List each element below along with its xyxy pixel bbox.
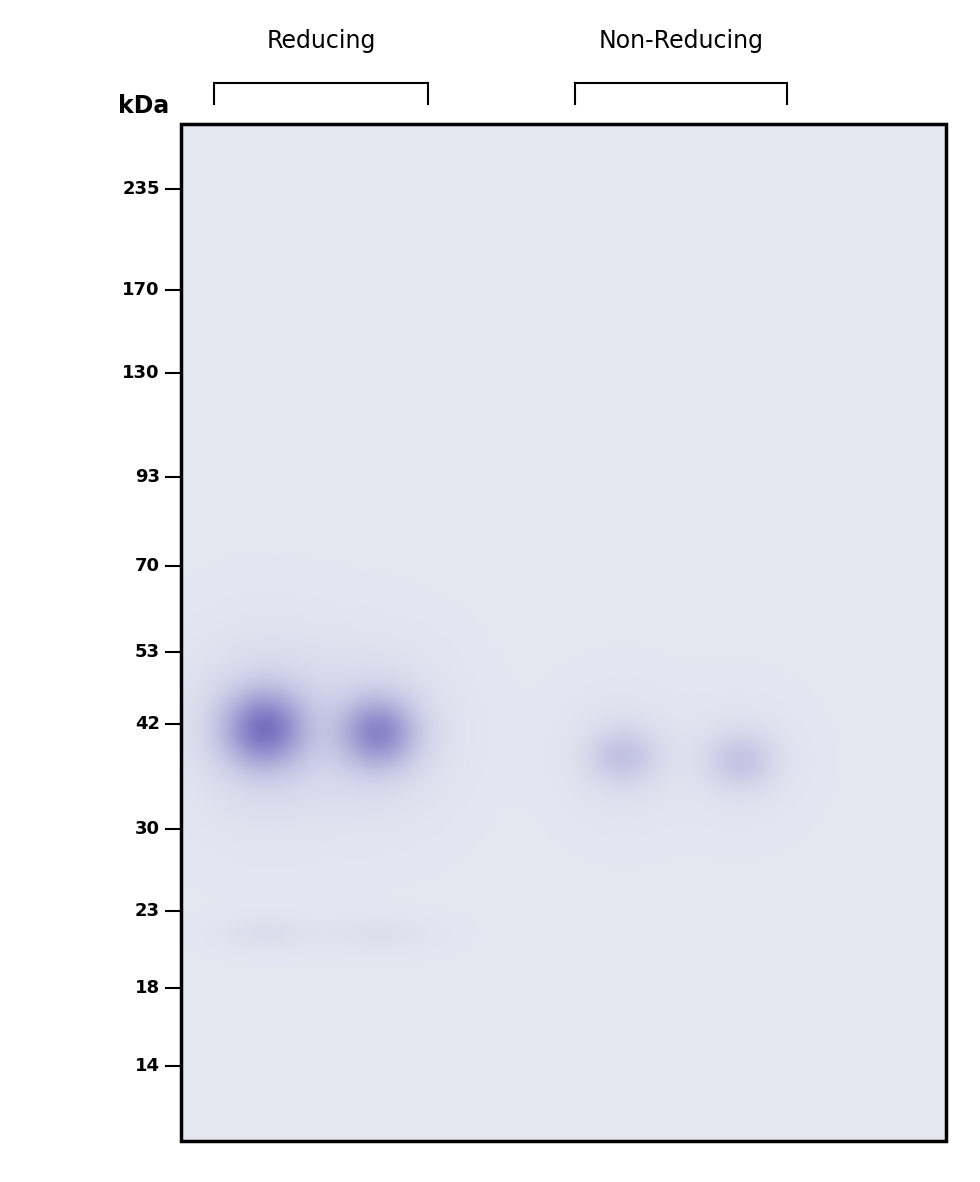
Text: 170: 170 xyxy=(122,281,160,299)
Text: kDa: kDa xyxy=(118,95,169,118)
Text: 42: 42 xyxy=(134,715,160,733)
Text: 30: 30 xyxy=(134,820,160,838)
Text: Non-Reducing: Non-Reducing xyxy=(599,30,763,53)
Text: 93: 93 xyxy=(134,468,160,487)
Text: 23: 23 xyxy=(134,903,160,921)
Text: 70: 70 xyxy=(134,557,160,574)
Text: 235: 235 xyxy=(122,181,160,199)
Text: 130: 130 xyxy=(122,364,160,383)
Text: 18: 18 xyxy=(134,979,160,996)
Text: Reducing: Reducing xyxy=(267,30,375,53)
Text: 14: 14 xyxy=(134,1057,160,1074)
Text: 53: 53 xyxy=(134,643,160,661)
Bar xyxy=(181,124,946,1141)
